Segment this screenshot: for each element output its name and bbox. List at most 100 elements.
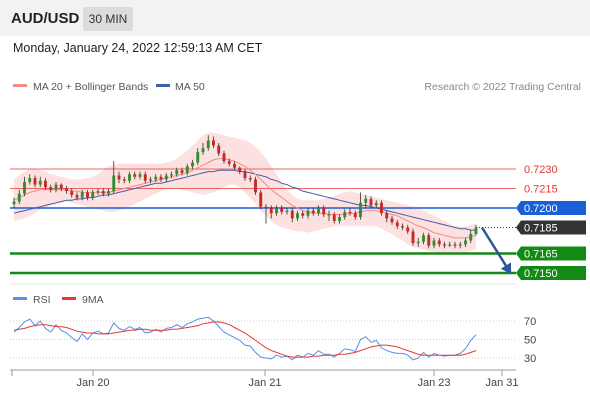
candle (369, 196, 373, 208)
candle (443, 241, 446, 249)
candle (248, 175, 252, 182)
candle-body (264, 206, 268, 208)
candle-body (170, 174, 173, 176)
candle (243, 169, 247, 181)
candle-body (269, 208, 273, 214)
candle (175, 167, 179, 177)
candle-body (296, 213, 299, 219)
candle (44, 178, 47, 190)
candle-body (385, 213, 389, 219)
candle (332, 211, 336, 224)
candle (65, 185, 68, 194)
candle (196, 148, 200, 166)
legend-ma20-label: MA 20 + Bollinger Bands (33, 81, 148, 93)
candle (385, 210, 389, 223)
candle-body (411, 231, 415, 244)
candle (191, 159, 194, 169)
legend-swatch-rsi (13, 297, 27, 300)
candle-body (227, 161, 231, 164)
candle (17, 189, 21, 205)
candle (222, 150, 226, 164)
candle (306, 208, 310, 219)
level-label-0.7200: 0.7200 (524, 203, 558, 215)
candle (233, 161, 236, 171)
legend-rsi-label: RSI (33, 294, 51, 306)
candle (474, 224, 478, 236)
candle (275, 205, 278, 216)
candle (54, 182, 58, 193)
candle (264, 204, 268, 224)
candle (311, 208, 315, 216)
ma20-line (13, 158, 477, 239)
candle-body (185, 166, 189, 173)
datetime-label: Monday, January 24, 2022 12:59:13 AM CET (13, 41, 263, 55)
candle-body (175, 170, 179, 175)
candle-body (128, 174, 131, 181)
candle (170, 171, 173, 179)
candle-body (364, 198, 368, 203)
legend-9ma-label: 9MA (82, 294, 104, 306)
header-bar: AUD/USD 30 MIN (0, 0, 590, 36)
legend-swatch-ma20 (13, 84, 27, 87)
candle-body (17, 193, 21, 202)
candle (238, 166, 242, 175)
candle (427, 232, 431, 249)
candle-body (28, 178, 32, 182)
candle-body (222, 153, 226, 162)
candle-body (327, 214, 331, 216)
candle-body (306, 210, 310, 216)
candle (107, 188, 110, 197)
candle (359, 192, 362, 220)
x-tick-label: Jan 21 (248, 377, 281, 389)
candle (380, 200, 383, 216)
candle (422, 232, 425, 245)
candle (338, 214, 341, 224)
candle (23, 176, 26, 197)
candle-body (290, 210, 294, 219)
candle-body (427, 235, 431, 246)
level-label-0.7215: 0.7215 (524, 184, 558, 196)
candle (296, 210, 299, 221)
candle-body (464, 240, 467, 245)
candle (112, 161, 116, 194)
candle (101, 188, 105, 197)
legend-swatch-ma50 (156, 84, 170, 87)
rsi-tick-30: 30 (524, 353, 536, 365)
candle (327, 210, 331, 221)
timeframe-button[interactable]: 30 MIN (83, 7, 133, 31)
legend-swatch-9ma (62, 297, 76, 300)
candle-body (143, 174, 147, 181)
candle (322, 205, 326, 218)
candle-body (248, 178, 252, 180)
candle (49, 184, 53, 193)
candle (254, 176, 257, 195)
candle (374, 200, 378, 208)
candle-body (49, 187, 53, 190)
candle-body (311, 210, 315, 214)
candle (201, 143, 205, 155)
candle-body (369, 198, 373, 206)
candle-body (301, 213, 305, 216)
candle-body (122, 179, 126, 181)
candle-body (96, 191, 100, 193)
candle-body (112, 175, 116, 192)
candle-body (448, 244, 452, 246)
candle-body (359, 202, 362, 218)
candle-body (217, 145, 221, 154)
candle-body (332, 214, 336, 221)
candle-body (280, 208, 284, 212)
candle (395, 219, 399, 229)
candle (70, 188, 74, 198)
candle (91, 189, 95, 201)
candle (317, 205, 320, 216)
candle (212, 136, 215, 149)
rsi-legend: RSI 9MA (13, 294, 104, 306)
price-legend: MA 20 + Bollinger Bands MA 50 (13, 81, 205, 93)
candle (448, 241, 452, 247)
candle-body (70, 191, 74, 195)
candle-body (233, 163, 236, 168)
candle-body (86, 192, 89, 198)
candle-body (138, 174, 142, 177)
candle-body (243, 171, 247, 179)
